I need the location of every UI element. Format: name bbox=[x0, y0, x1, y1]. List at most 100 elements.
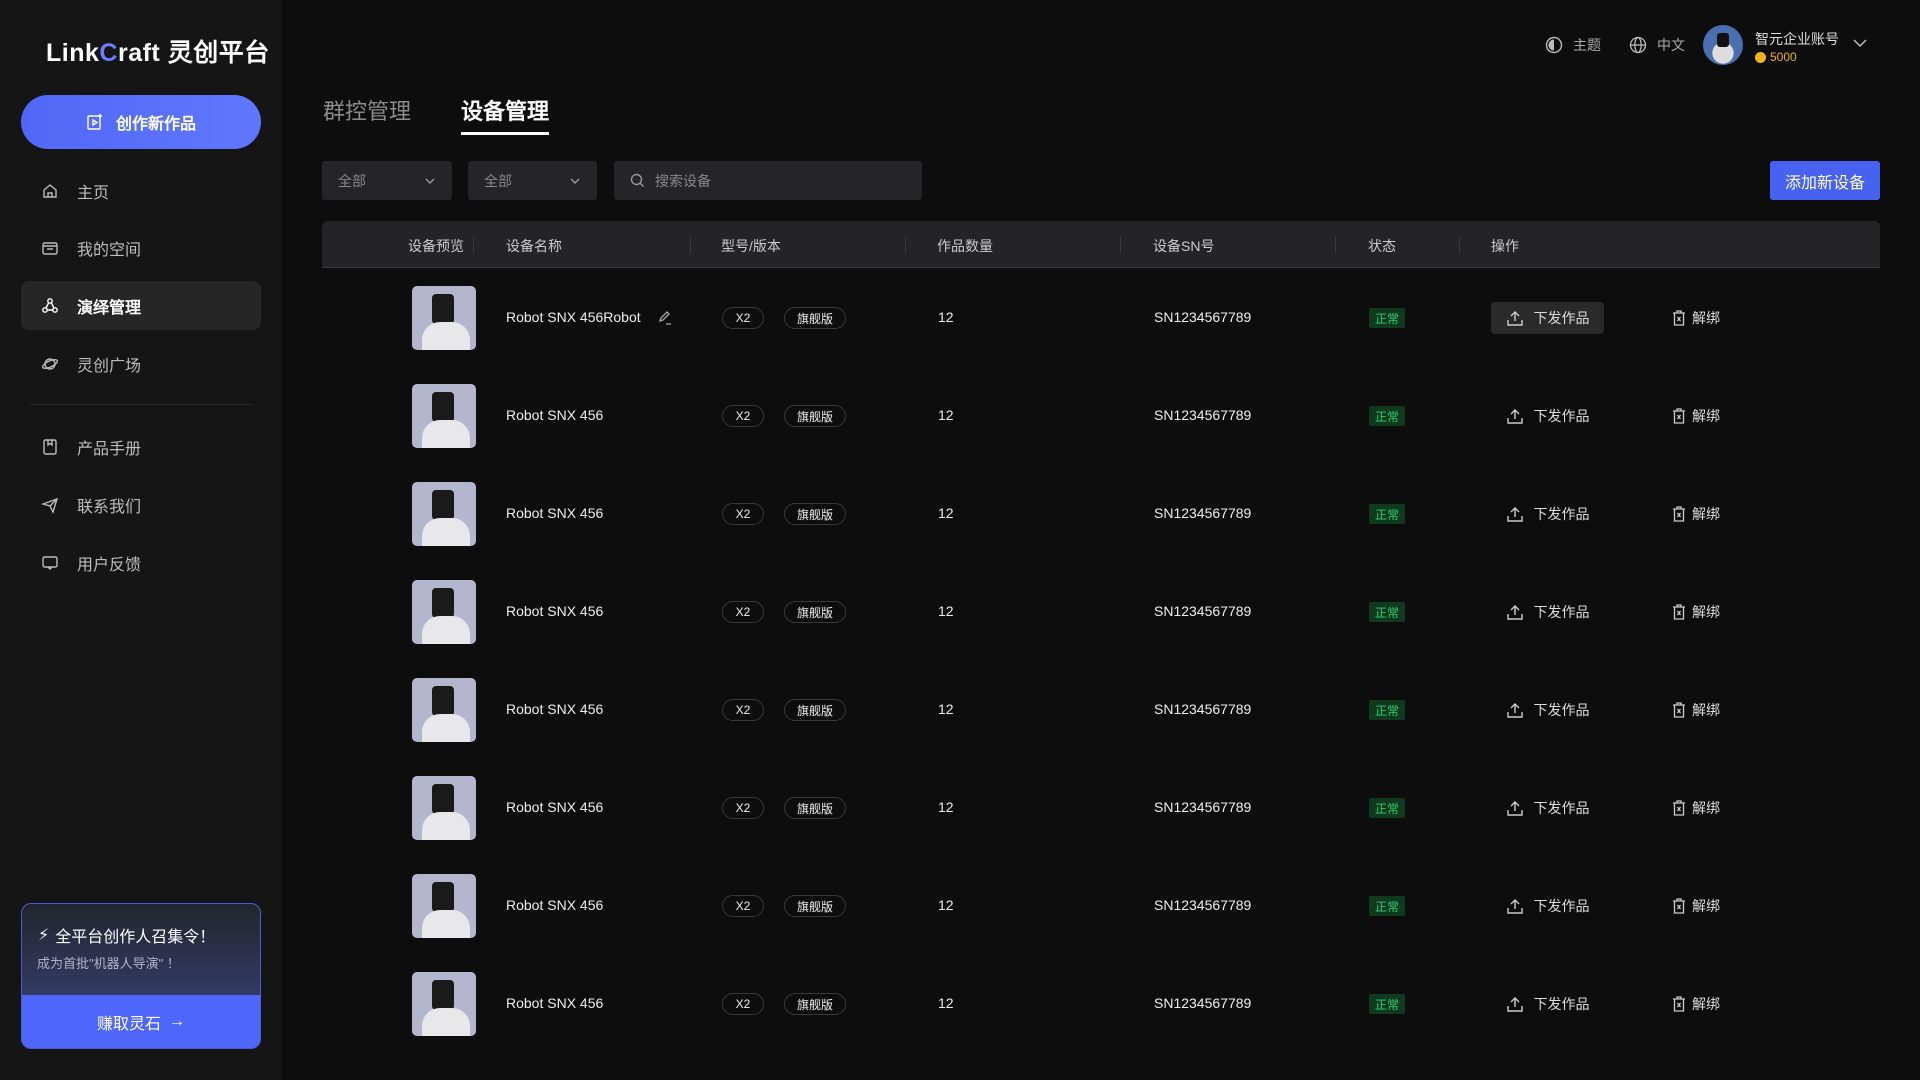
device-name: Robot SNX 456 bbox=[506, 407, 604, 423]
add-device-button[interactable]: 添加新设备 bbox=[1770, 161, 1880, 200]
globe-icon bbox=[1629, 36, 1647, 54]
account-name[interactable]: 智元企业账号 bbox=[1755, 31, 1839, 47]
model-pill: X2 bbox=[722, 993, 764, 1015]
sidebar-item[interactable]: 灵创广场 bbox=[21, 339, 261, 388]
table-row: Robot SNX 456 X2 旗舰版 12 SN1234567789 正常 … bbox=[322, 661, 1880, 759]
deploy-work-button[interactable]: 下发作品 bbox=[1491, 498, 1604, 530]
unbind-button[interactable]: 解绑 bbox=[1672, 792, 1720, 824]
device-preview-image bbox=[412, 482, 476, 546]
avatar[interactable] bbox=[1703, 25, 1743, 65]
device-name: Robot SNX 456 bbox=[506, 995, 604, 1011]
select-value: 全部 bbox=[484, 172, 512, 189]
status-badge: 正常 bbox=[1369, 504, 1405, 524]
search-box bbox=[614, 161, 922, 200]
upload-icon bbox=[1506, 507, 1523, 522]
status-badge: 正常 bbox=[1369, 602, 1405, 622]
deploy-label: 下发作品 bbox=[1533, 506, 1590, 522]
sidebar-item[interactable]: 主页 bbox=[21, 166, 261, 215]
sidebar: LinkCraft 灵创平台 创作新作品 主页我的空间演绎管理灵创广场产品手册联… bbox=[0, 0, 282, 1080]
unbind-button[interactable]: 解绑 bbox=[1672, 596, 1720, 628]
column-header: 状态 bbox=[1368, 238, 1396, 254]
trash-icon bbox=[1673, 506, 1685, 522]
device-name: Robot SNX 456 bbox=[506, 701, 604, 717]
chevron-down-icon[interactable] bbox=[1852, 37, 1868, 49]
edition-pill: 旗舰版 bbox=[784, 405, 846, 427]
work-count: 12 bbox=[938, 897, 954, 913]
unbind-label: 解绑 bbox=[1692, 310, 1720, 326]
work-count: 12 bbox=[938, 701, 954, 717]
language-label: 中文 bbox=[1657, 37, 1685, 53]
sidebar-item[interactable]: 联系我们 bbox=[21, 480, 261, 529]
trash-icon bbox=[1673, 996, 1685, 1012]
column-header: 设备预览 bbox=[408, 238, 464, 254]
sidebar-item[interactable]: 用户反馈 bbox=[21, 538, 261, 587]
status-badge: 正常 bbox=[1369, 798, 1405, 818]
column-header: 型号/版本 bbox=[721, 238, 781, 254]
deploy-label: 下发作品 bbox=[1533, 996, 1590, 1012]
sidebar-item[interactable]: 演绎管理 bbox=[21, 281, 261, 330]
search-icon bbox=[630, 173, 644, 187]
status-badge: 正常 bbox=[1369, 700, 1405, 720]
edition-pill: 旗舰版 bbox=[784, 503, 846, 525]
device-preview-image bbox=[412, 384, 476, 448]
unbind-button[interactable]: 解绑 bbox=[1672, 988, 1720, 1020]
table-row: Robot SNX 456 X2 旗舰版 12 SN1234567789 正常 … bbox=[322, 955, 1880, 1053]
column-header: 设备名称 bbox=[506, 238, 562, 254]
device-name: Robot SNX 456 bbox=[506, 799, 604, 815]
lightning-icon: ⚡ bbox=[38, 927, 50, 944]
deploy-work-button[interactable]: 下发作品 bbox=[1491, 596, 1604, 628]
language-switch[interactable]: 中文 bbox=[1629, 30, 1685, 60]
deploy-label: 下发作品 bbox=[1533, 310, 1590, 326]
deploy-work-button[interactable]: 下发作品 bbox=[1491, 988, 1604, 1020]
filter-select-1[interactable]: 全部 bbox=[322, 161, 452, 200]
edition-pill: 旗舰版 bbox=[784, 895, 846, 917]
column-header: 设备SN号 bbox=[1153, 238, 1215, 254]
deploy-label: 下发作品 bbox=[1533, 604, 1590, 620]
unbind-button[interactable]: 解绑 bbox=[1672, 694, 1720, 726]
sidebar-item[interactable]: 我的空间 bbox=[21, 223, 261, 272]
unbind-button[interactable]: 解绑 bbox=[1672, 498, 1720, 530]
logo[interactable]: LinkCraft 灵创平台 bbox=[46, 33, 270, 69]
deploy-label: 下发作品 bbox=[1533, 800, 1590, 816]
sidebar-item-label: 产品手册 bbox=[77, 440, 142, 458]
upload-icon bbox=[1506, 605, 1523, 620]
model-pill: X2 bbox=[722, 503, 764, 525]
unbind-button[interactable]: 解绑 bbox=[1672, 890, 1720, 922]
trash-icon bbox=[1673, 604, 1685, 620]
deploy-work-button[interactable]: 下发作品 bbox=[1491, 400, 1604, 432]
device-name: Robot SNX 456 bbox=[506, 505, 604, 521]
column-header: 操作 bbox=[1491, 238, 1519, 254]
create-video-icon bbox=[87, 114, 102, 130]
deploy-work-button[interactable]: 下发作品 bbox=[1491, 792, 1604, 824]
model-pill: X2 bbox=[722, 699, 764, 721]
tab-group-control[interactable]: 群控管理 bbox=[323, 99, 412, 124]
deploy-label: 下发作品 bbox=[1533, 702, 1590, 718]
coin-icon bbox=[1755, 51, 1766, 63]
deploy-work-button[interactable]: 下发作品 bbox=[1491, 302, 1604, 334]
promo-title: 全平台创作人召集令！ bbox=[55, 929, 216, 946]
theme-label: 主题 bbox=[1573, 37, 1601, 53]
status-badge: 正常 bbox=[1369, 406, 1405, 426]
work-count: 12 bbox=[938, 309, 954, 325]
logo-text-cn: 灵创平台 bbox=[167, 39, 270, 67]
model-pill: X2 bbox=[722, 797, 764, 819]
edit-icon[interactable] bbox=[657, 309, 673, 325]
status-badge: 正常 bbox=[1369, 308, 1405, 328]
earn-button[interactable]: 赚取灵石 → bbox=[22, 995, 260, 1048]
coin-balance: 5000 bbox=[1755, 50, 1797, 64]
deploy-work-button[interactable]: 下发作品 bbox=[1491, 694, 1604, 726]
tab-device-management[interactable]: 设备管理 bbox=[461, 94, 550, 135]
theme-toggle[interactable]: 主题 bbox=[1545, 30, 1601, 60]
deploy-label: 下发作品 bbox=[1533, 408, 1590, 424]
arrow-right-icon: → bbox=[169, 1012, 185, 1030]
create-new-work-button[interactable]: 创作新作品 bbox=[21, 95, 261, 149]
unbind-button[interactable]: 解绑 bbox=[1672, 302, 1720, 334]
deploy-work-button[interactable]: 下发作品 bbox=[1491, 890, 1604, 922]
create-label: 创作新作品 bbox=[115, 116, 196, 133]
logo-text: Link bbox=[46, 39, 100, 67]
unbind-button[interactable]: 解绑 bbox=[1672, 400, 1720, 432]
filter-select-2[interactable]: 全部 bbox=[468, 161, 597, 200]
search-input[interactable] bbox=[655, 172, 895, 189]
sidebar-item[interactable]: 产品手册 bbox=[21, 422, 261, 471]
chevron-down-icon bbox=[425, 178, 435, 184]
